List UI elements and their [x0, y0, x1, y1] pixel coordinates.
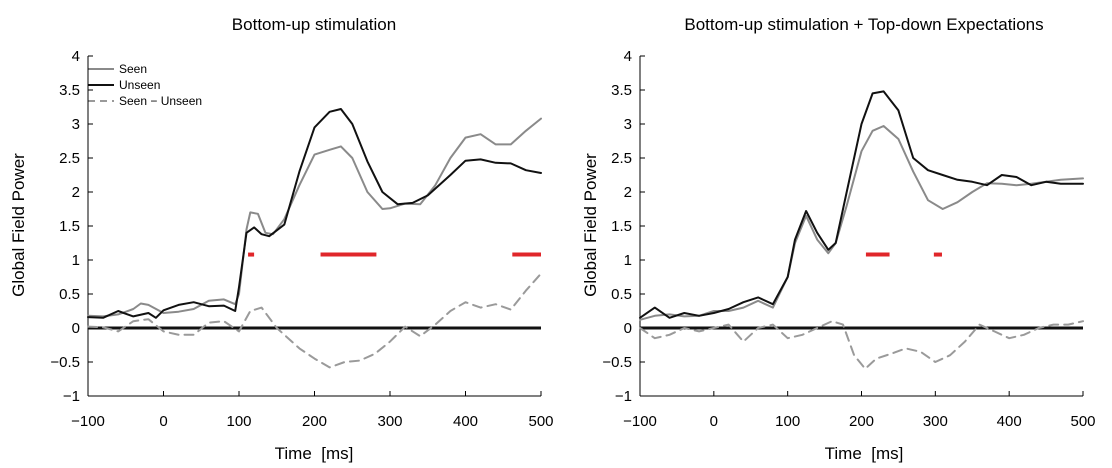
y-tick-label: −1 — [615, 388, 632, 405]
x-tick-label: 400 — [997, 413, 1022, 430]
legend: Seen Unseen Seen − Unseen — [88, 62, 202, 108]
x-tick-label: 100 — [775, 413, 800, 430]
x-tick-label: 400 — [453, 413, 478, 430]
series-line-unseen — [87, 108, 542, 319]
y-tick-label: 3 — [624, 116, 632, 133]
x-tick-label: 100 — [226, 413, 251, 430]
series-line-unseen — [639, 90, 1084, 319]
series-line-diff — [87, 272, 542, 369]
series-line-seen — [639, 125, 1084, 321]
x-tick-label: 500 — [1070, 413, 1095, 430]
x-axis-label: Time [ms] — [825, 444, 904, 463]
y-tick-label: 2 — [624, 184, 632, 201]
legend-label-diff: Seen − Unseen — [119, 94, 202, 108]
chart-title: Bottom-up stimulation — [232, 15, 396, 34]
x-tick-label: 500 — [528, 413, 553, 430]
y-axis-label: Global Field Power — [581, 153, 600, 297]
y-tick-label: 4 — [72, 48, 80, 65]
y-tick-label: 1 — [624, 252, 632, 269]
chart-right: Bottom-up stimulation + Top-down Expecta… — [581, 15, 1096, 463]
series-line-seen — [87, 117, 542, 318]
y-tick-label: 1.5 — [611, 218, 632, 235]
x-tick-label: 200 — [849, 413, 874, 430]
y-tick-label: 3.5 — [611, 82, 632, 99]
y-tick-label: 1.5 — [59, 218, 80, 235]
y-tick-label: −1 — [63, 388, 80, 405]
y-tick-label: 0 — [72, 320, 80, 337]
series-line-diff — [639, 320, 1084, 370]
y-tick-label: 1 — [72, 252, 80, 269]
x-tick-label: −100 — [71, 413, 105, 430]
x-tick-label: 300 — [377, 413, 402, 430]
y-tick-label: −0.5 — [50, 354, 80, 371]
y-axis-label: Global Field Power — [9, 153, 28, 297]
x-tick-label: 0 — [710, 413, 718, 430]
y-tick-label: −0.5 — [602, 354, 632, 371]
x-tick-label: 300 — [923, 413, 948, 430]
y-tick-label: 2.5 — [59, 150, 80, 167]
chart-left: Bottom-up stimulation Global Field Power… — [9, 15, 554, 463]
y-tick-label: 0 — [624, 320, 632, 337]
y-tick-label: 3 — [72, 116, 80, 133]
x-tick-label: 200 — [302, 413, 327, 430]
x-tick-label: −100 — [623, 413, 657, 430]
legend-label-unseen: Unseen — [119, 78, 160, 92]
y-tick-label: 4 — [624, 48, 632, 65]
x-tick-label: 0 — [159, 413, 167, 430]
y-tick-label: 0.5 — [611, 286, 632, 303]
chart-title: Bottom-up stimulation + Top-down Expecta… — [684, 15, 1043, 34]
y-tick-label: 3.5 — [59, 82, 80, 99]
legend-label-seen: Seen — [119, 62, 147, 76]
y-tick-label: 2 — [72, 184, 80, 201]
y-tick-label: 2.5 — [611, 150, 632, 167]
x-axis-label: Time [ms] — [275, 444, 354, 463]
y-tick-label: 0.5 — [59, 286, 80, 303]
